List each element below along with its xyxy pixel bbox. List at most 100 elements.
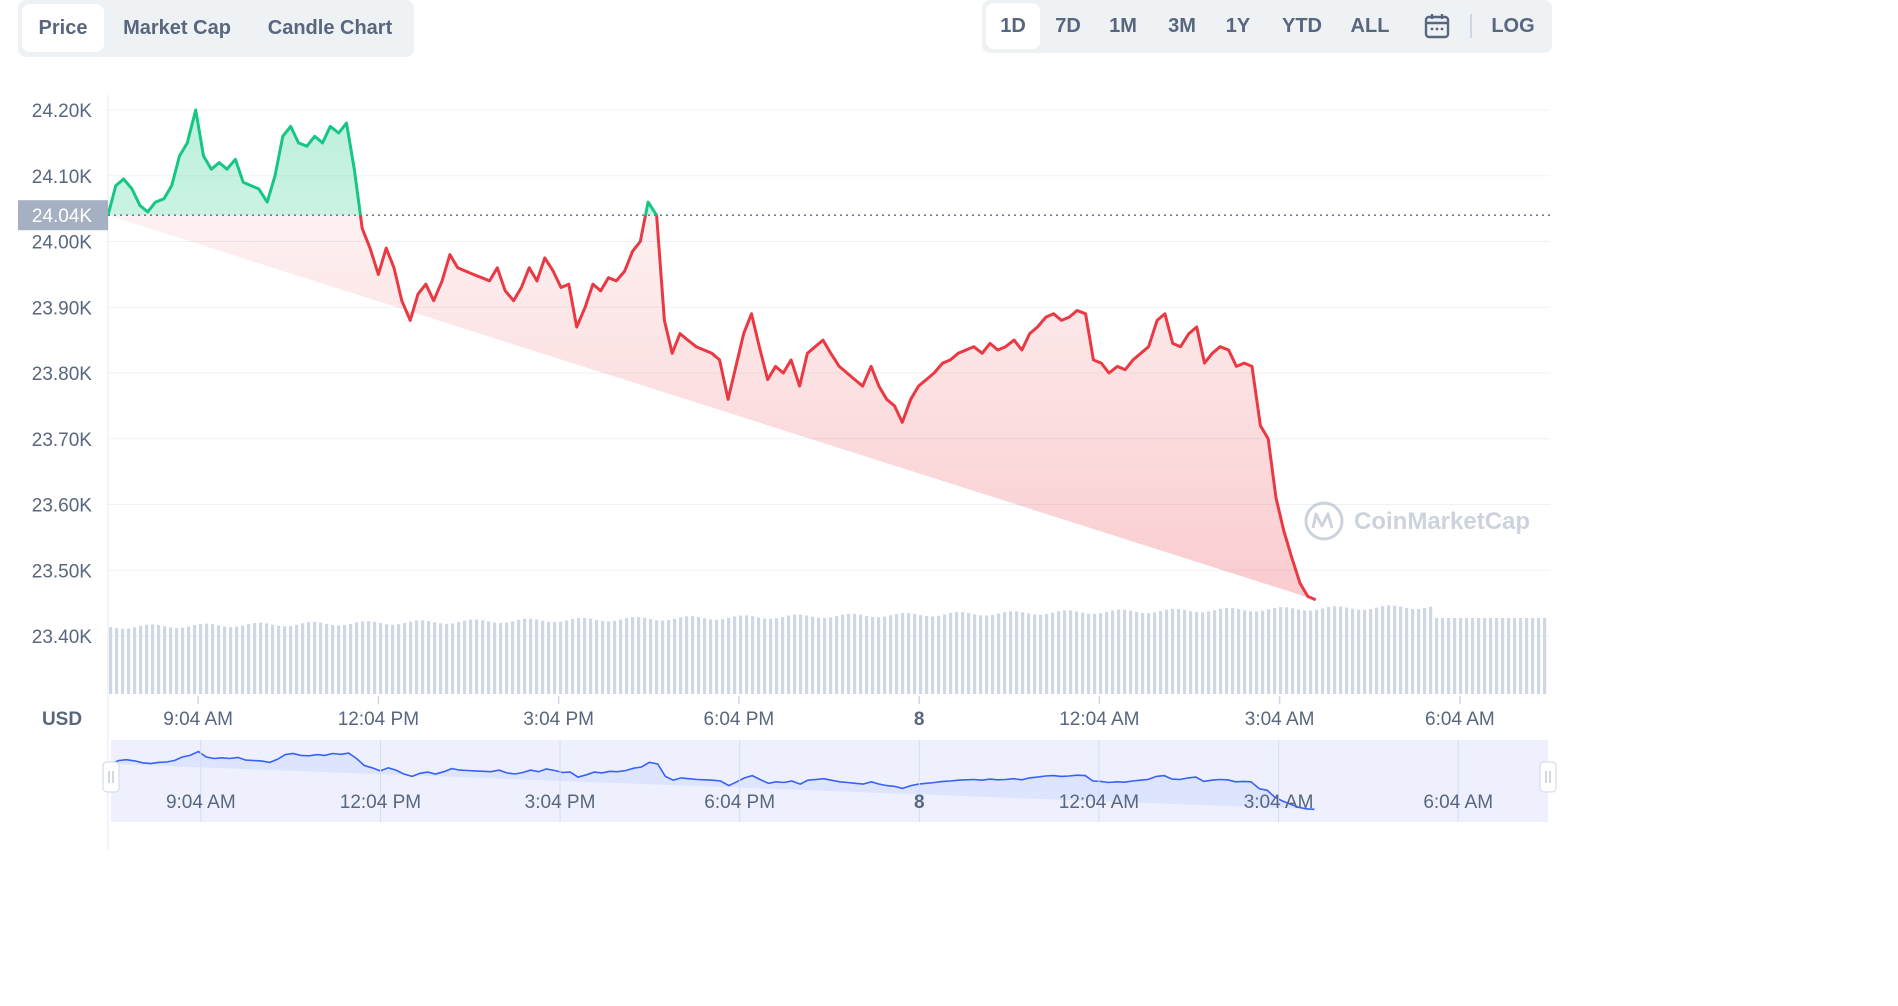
volume-bar xyxy=(1333,606,1337,694)
volume-bar xyxy=(415,620,419,694)
range-7d-button[interactable]: 7D xyxy=(1055,15,1081,37)
volume-bar xyxy=(901,612,905,694)
x-tick-label: 12:04 PM xyxy=(338,709,419,730)
volume-bar xyxy=(937,615,941,694)
range-divider xyxy=(1470,14,1472,38)
volume-bar xyxy=(1327,607,1331,694)
volume-bar xyxy=(481,620,485,694)
volume-bar xyxy=(385,624,389,694)
navigator-x-axis: 9:04 AM 12:04 PM 3:04 PM 6:04 PM 8 12:04 AM 3:… xyxy=(166,740,1493,822)
tab-market-cap[interactable]: Market Cap xyxy=(123,17,231,39)
volume-bar xyxy=(931,616,935,694)
navigator-left-handle[interactable] xyxy=(102,761,120,793)
volume-bar xyxy=(613,620,617,694)
volume-bar xyxy=(1015,611,1019,694)
volume-bar xyxy=(511,621,515,694)
volume-bar xyxy=(1297,609,1301,694)
volume-bar xyxy=(1525,618,1529,694)
volume-bar xyxy=(949,613,953,694)
tab-price[interactable]: Price xyxy=(22,4,104,52)
volume-bar xyxy=(241,625,245,694)
volume-bar xyxy=(769,618,773,694)
volume-bar xyxy=(1117,609,1121,694)
volume-bar xyxy=(1411,608,1415,694)
volume-bar xyxy=(277,625,281,694)
log-scale-button[interactable]: LOG xyxy=(1491,15,1535,37)
volume-bar xyxy=(1303,610,1307,694)
navigator-line xyxy=(110,750,1315,811)
range-1m-button[interactable]: 1M xyxy=(1109,15,1137,37)
volume-bar xyxy=(259,622,263,694)
volume-bar xyxy=(505,622,509,694)
volume-bar xyxy=(451,623,455,694)
y-axis-labels: 24.20K 24.10K 24.00K 23.90K 23.80K 23.70K 23.6… xyxy=(32,101,93,648)
volume-bar xyxy=(781,617,785,694)
volume-bar xyxy=(403,623,407,694)
volume-bar xyxy=(337,625,341,694)
volume-bar xyxy=(1477,618,1481,694)
volume-bar xyxy=(607,621,611,694)
volume-bar xyxy=(493,622,497,694)
volume-bar xyxy=(919,615,923,694)
volume-bar xyxy=(133,627,137,694)
volume-bar xyxy=(1231,608,1235,694)
y-tick-label: 23.90K xyxy=(32,298,93,319)
range-1d-button[interactable]: 1D xyxy=(986,3,1040,49)
volume-bar xyxy=(397,624,401,694)
volume-bar xyxy=(751,616,755,694)
volume-bar xyxy=(757,617,761,694)
volume-bar xyxy=(1045,614,1049,694)
volume-bar xyxy=(349,623,353,694)
volume-bar xyxy=(1513,618,1517,694)
volume-bar xyxy=(1177,608,1181,694)
navigator-tick-label: 6:04 AM xyxy=(1423,792,1493,813)
navigator-right-handle[interactable] xyxy=(1539,761,1557,793)
volume-bar xyxy=(715,619,719,694)
volume-bar xyxy=(679,617,683,694)
volume-bar xyxy=(721,619,725,694)
volume-bar xyxy=(1225,607,1229,694)
range-3m-button[interactable]: 3M xyxy=(1168,15,1196,37)
volume-bar xyxy=(1075,611,1079,694)
volume-bars xyxy=(109,605,1547,694)
volume-bar xyxy=(859,614,863,694)
calendar-icon[interactable] xyxy=(1412,3,1462,49)
volume-bar xyxy=(1387,605,1391,694)
y-tick-label: 24.00K xyxy=(32,233,93,254)
x-tick-label: 12:04 AM xyxy=(1059,709,1139,730)
volume-bar xyxy=(409,621,413,694)
volume-bar xyxy=(1543,618,1547,694)
volume-bar xyxy=(775,618,779,694)
volume-bar xyxy=(871,616,875,694)
range-ytd-button[interactable]: YTD xyxy=(1282,15,1322,37)
volume-bar xyxy=(691,616,695,694)
volume-bar xyxy=(235,626,239,694)
volume-bar xyxy=(835,616,839,694)
volume-bar xyxy=(229,627,233,694)
volume-bar xyxy=(1261,610,1265,694)
volume-bar xyxy=(541,620,545,694)
range-1y-button[interactable]: 1Y xyxy=(1225,15,1251,37)
volume-bar xyxy=(817,617,821,694)
volume-bar xyxy=(199,623,203,694)
navigator-tick-label: 3:04 AM xyxy=(1244,792,1314,813)
volume-bar xyxy=(109,627,113,694)
volume-bar xyxy=(685,616,689,694)
volume-bar xyxy=(355,622,359,694)
chart-type-tabs: Price Market Cap Candle Chart xyxy=(18,0,414,57)
range-all-button[interactable]: ALL xyxy=(1350,15,1390,37)
volume-bar xyxy=(847,613,851,694)
watermark-text: CoinMarketCap xyxy=(1354,508,1530,535)
volume-bar xyxy=(1489,618,1493,694)
y-tick-label: 24.20K xyxy=(32,101,93,122)
volume-bar xyxy=(571,618,575,694)
tab-candle-chart[interactable]: Candle Chart xyxy=(267,17,393,39)
navigator-tick-label: 3:04 PM xyxy=(525,792,596,813)
volume-bar xyxy=(445,623,449,694)
volume-bar xyxy=(163,626,167,694)
volume-bar xyxy=(1483,618,1487,694)
volume-bar xyxy=(913,613,917,694)
volume-bar xyxy=(625,618,629,694)
volume-bar xyxy=(463,620,467,694)
